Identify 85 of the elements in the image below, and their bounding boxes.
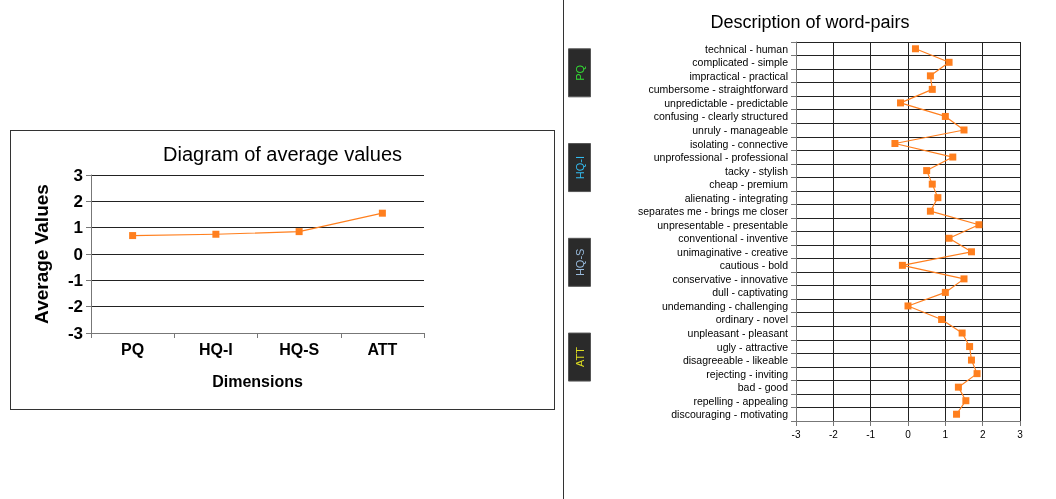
x-tick-label: 0	[905, 428, 912, 440]
y-tick-label: -3	[67, 323, 83, 343]
text: HQ-I	[573, 155, 586, 180]
point	[966, 343, 974, 351]
point	[975, 221, 983, 229]
x-tick-label: -1	[866, 428, 876, 440]
point	[945, 234, 953, 242]
y-tick-label: unruly - manageable	[692, 123, 789, 136]
point	[945, 58, 953, 66]
point	[378, 209, 386, 217]
y-tick-label: -2	[67, 297, 83, 317]
point	[928, 180, 936, 188]
point	[911, 45, 919, 53]
x-tick-label: HQ-S	[279, 340, 320, 358]
y-tick-label: discouraging - motivating	[671, 408, 789, 421]
point	[938, 315, 946, 323]
y-tick-label: confusing - clearly structured	[653, 110, 789, 123]
point	[129, 232, 137, 240]
y-tick-label: 2	[73, 191, 83, 211]
point	[926, 72, 934, 80]
y-tick-label: unpresentable - presentable	[657, 218, 789, 231]
y-tick-label: undemanding - challenging	[661, 299, 789, 312]
x-tick-label: -3	[791, 428, 801, 440]
point	[958, 329, 966, 337]
x-tick-label: HQ-I	[198, 340, 233, 358]
y-tick-label: separates me - brings me closer	[638, 205, 789, 218]
y-tick-label: dull - captivating	[712, 286, 789, 299]
y-tick-label: technical - human	[705, 42, 789, 55]
x-tick-label: 3	[1017, 428, 1024, 440]
x-tick-label: ATT	[367, 340, 398, 358]
point	[212, 230, 220, 238]
point	[923, 167, 931, 175]
y-tick-label: 0	[73, 244, 83, 264]
y-tick-label: ugly - attractive	[716, 340, 789, 353]
x-axis-title: Dimensions	[212, 372, 303, 390]
point	[941, 288, 949, 296]
point	[960, 275, 968, 283]
y-tick-label: impractical - practical	[689, 69, 788, 82]
y-tick-label: bad - good	[737, 381, 789, 394]
point	[898, 261, 906, 269]
y-tick-label: alienating - integrating	[684, 191, 789, 204]
chart-title: Diagram of average values	[162, 143, 403, 165]
point	[960, 126, 968, 134]
y-tick-label: -1	[67, 270, 83, 290]
y-tick-label: cautious - bold	[719, 259, 789, 272]
point	[949, 153, 957, 161]
y-tick-label: 3	[73, 165, 83, 185]
y-tick-label: rejecting - inviting	[706, 367, 789, 380]
y-tick-label: unimaginative - creative	[677, 245, 789, 258]
point	[954, 383, 962, 391]
point	[295, 228, 303, 236]
y-tick-label: 1	[73, 218, 83, 238]
y-tick-label: tacky - stylish	[724, 164, 789, 177]
x-tick-label: 2	[979, 428, 986, 440]
x-tick-label: -2	[828, 428, 839, 440]
y-tick-label: unprofessional - professional	[653, 151, 788, 164]
point	[962, 397, 970, 405]
x-tick-label: PQ	[121, 340, 145, 358]
y-tick-label: disagreeable - likeable	[682, 354, 789, 367]
point	[967, 356, 975, 364]
y-tick-label: conventional - inventive	[678, 232, 789, 245]
y-tick-label: unpleasant - pleasant	[687, 327, 789, 340]
y-tick-label: conservative - innovative	[672, 272, 789, 285]
y-tick-label: ordinary - novel	[715, 313, 788, 326]
point	[934, 194, 942, 202]
y-tick-label: isolating - connective	[689, 137, 789, 150]
point	[953, 410, 961, 418]
y-tick-label: cumbersome - straightforward	[648, 83, 789, 96]
point	[941, 112, 949, 120]
point	[891, 140, 899, 148]
y-tick-label: cheap - premium	[709, 178, 789, 191]
y-tick-label: unpredictable - predictable	[664, 96, 789, 109]
point	[928, 85, 936, 93]
chart-title: Description of word-pairs	[710, 12, 910, 32]
text: HQ-S	[573, 248, 586, 277]
point	[904, 302, 912, 310]
text: PQ	[573, 64, 586, 81]
point	[973, 370, 981, 378]
y-tick-label: repelling - appealing	[693, 394, 789, 407]
y-axis-title: Average Values	[31, 184, 52, 324]
x-tick-label: 1	[942, 428, 949, 440]
point	[897, 99, 905, 107]
y-tick-label: complicated - simple	[692, 56, 789, 69]
point	[967, 248, 975, 256]
point	[926, 207, 934, 215]
